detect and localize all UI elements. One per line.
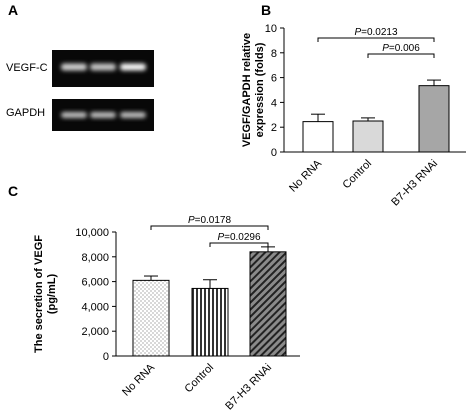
panel-b-letter: B: [261, 2, 271, 18]
y-tick-label: 8: [271, 48, 277, 60]
y-tick-label: 2,000: [81, 326, 109, 338]
y-tick-label: 0: [103, 351, 109, 363]
significance-label: P=0.006: [382, 43, 420, 54]
gel-band-gapdh-2: [90, 112, 116, 118]
gel-band-vegf-c-3: [120, 63, 146, 71]
significance-p-symbol: P: [382, 43, 389, 54]
significance-bracket: [209, 242, 269, 247]
gel-band-gapdh-1: [61, 112, 87, 118]
bar-1: [132, 279, 170, 357]
significance-bracket: [150, 225, 269, 230]
bar-2: [352, 120, 384, 153]
significance-p-value: =0.0178: [195, 215, 232, 226]
category-label: B7-H3 RNAi: [389, 158, 440, 209]
category-label: No RNA: [287, 157, 324, 194]
bar-3: [249, 251, 287, 357]
significance-label: P=0.0178: [188, 215, 232, 226]
gel-band-gapdh-3: [120, 112, 146, 118]
significance-p-value: =0.0213: [361, 27, 398, 38]
y-tick-label: 6,000: [81, 277, 109, 289]
y-tick-label: 4,000: [81, 301, 109, 313]
y-axis-label-line-1: The secretion of VEGF: [33, 235, 45, 353]
y-axis-label-line-1: VEGF/GAPDH relative: [241, 33, 253, 147]
significance-p-value: =0.006: [389, 43, 420, 54]
panel-a: A VEGF-C GAPDH: [6, 2, 154, 131]
gel-band-vegf-c-1: [61, 63, 87, 71]
significance-p-value: =0.0296: [224, 232, 261, 243]
gel-blot-vegfc: [52, 50, 154, 87]
y-tick-label: 2: [271, 122, 277, 134]
y-axis-label-line-2: (pg/mL): [46, 274, 58, 315]
y-tick-label: 6: [271, 73, 277, 85]
panel-c: C 0 2,000 4,000 6,000 8,000 10,000 No RNA Contr…: [8, 183, 300, 412]
gel-band-vegf-c-2: [90, 63, 116, 71]
significance-p-symbol: P: [217, 232, 224, 243]
y-tick-label: 10: [265, 23, 277, 35]
category-label: No RNA: [120, 361, 157, 398]
significance-label: P=0.0213: [354, 27, 398, 38]
y-tick-label: 0: [271, 147, 277, 159]
y-tick-label: 8,000: [81, 252, 109, 264]
significance-bracket: [317, 37, 435, 42]
category-label: B7-H3 RNAi: [223, 362, 274, 413]
chart-c: 0 2,000 4,000 6,000 8,000 10,000 No RNA Control…: [33, 215, 300, 412]
category-label: Control: [341, 158, 375, 192]
significance-p-symbol: P: [354, 27, 361, 38]
y-axis-label-line-2: expression (folds): [254, 42, 266, 137]
significance-label: P=0.0296: [217, 232, 261, 243]
y-axis-label: The secretion of VEGF(pg/mL): [33, 235, 58, 353]
significance-p-symbol: P: [188, 215, 195, 226]
y-axis-label: VEGF/GAPDH relativeexpression (folds): [241, 33, 266, 147]
gel-label-gapdh: GAPDH: [6, 107, 45, 119]
panel-a-letter: A: [8, 2, 18, 18]
gel-label-vegfc: VEGF-C: [6, 62, 48, 74]
bar-1: [302, 121, 334, 153]
category-label: Control: [183, 362, 217, 396]
bar-2: [191, 287, 229, 357]
significance-bracket: [367, 53, 435, 58]
bar-3: [418, 85, 450, 153]
y-tick-label: 4: [271, 97, 277, 109]
gel-blot-gapdh: [52, 99, 154, 131]
y-tick-label: 10,000: [75, 227, 109, 239]
panel-c-letter: C: [8, 183, 18, 199]
